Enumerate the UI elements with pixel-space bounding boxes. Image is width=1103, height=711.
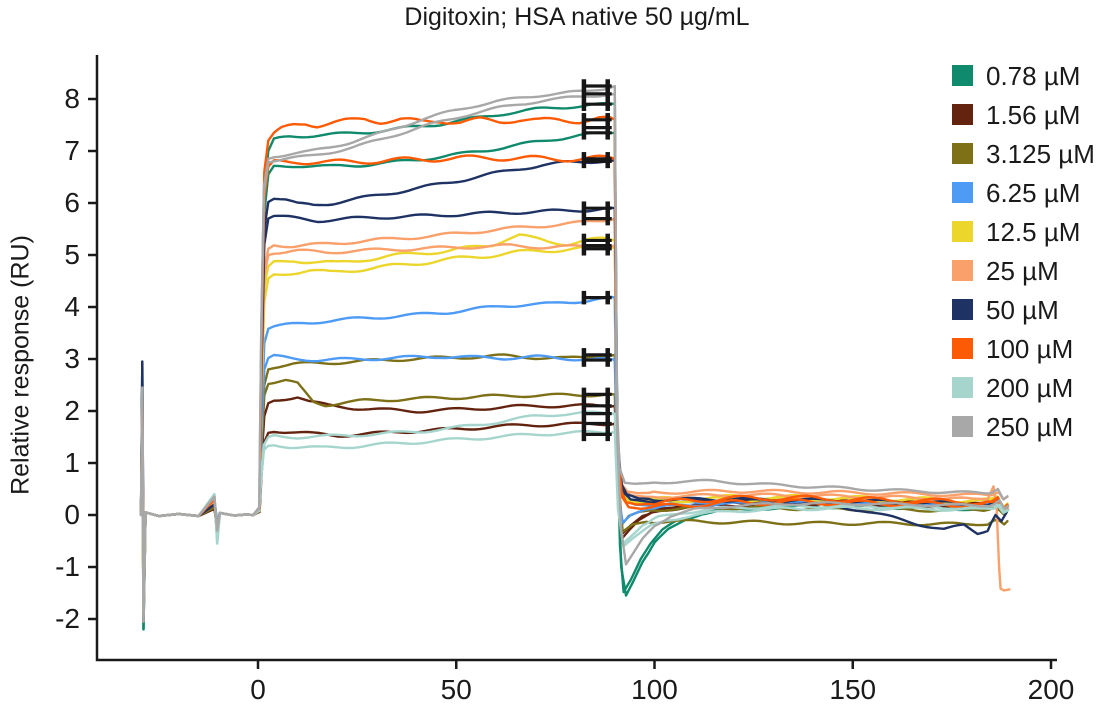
y-axis-tick-label: 3 xyxy=(64,343,80,374)
legend-label: 50 µM xyxy=(986,294,1059,325)
legend-item: 3.125 µM xyxy=(952,134,1095,173)
legend-item: 0.78 µM xyxy=(952,56,1095,95)
y-axis-tick-label: 4 xyxy=(64,291,80,322)
legend-item: 25 µM xyxy=(952,251,1095,290)
sensorgram-curve xyxy=(139,159,1008,584)
legend-swatch xyxy=(952,299,973,320)
y-axis-tick-label: 7 xyxy=(64,135,80,166)
legend-label: 200 µM xyxy=(986,372,1074,403)
sensorgram-curve xyxy=(139,102,1009,631)
legend-swatch xyxy=(952,338,973,359)
x-axis-tick-label: 0 xyxy=(250,674,266,705)
legend-swatch xyxy=(952,104,973,125)
axis-spine xyxy=(95,55,1057,662)
y-axis-tick-label: 6 xyxy=(64,187,80,218)
y-axis-tick-label: 0 xyxy=(64,499,80,530)
legend: 0.78 µM 1.56 µM 3.125 µM 6.25 µM 12.5 µM 25 µ… xyxy=(952,56,1095,446)
sensorgram-curve xyxy=(139,421,1009,563)
legend-label: 12.5 µM xyxy=(986,216,1081,247)
x-axis-tick-label: 50 xyxy=(441,674,472,705)
x-axis-tick-label: 150 xyxy=(829,674,876,705)
sensorgram-curve xyxy=(139,131,1009,631)
legend-item: 1.56 µM xyxy=(952,95,1095,134)
legend-swatch xyxy=(952,221,973,242)
sensorgram-curve xyxy=(139,84,1009,623)
y-axis-label: Relative response (RU) xyxy=(6,235,35,495)
legend-label: 1.56 µM xyxy=(986,99,1081,130)
chart-title: Digitoxin; HSA native 50 µg/mL xyxy=(404,3,750,31)
legend-swatch xyxy=(952,260,973,281)
sensorgram-curve xyxy=(139,233,1009,615)
sensorgram-curve xyxy=(139,243,1011,592)
y-axis-tick-label: -1 xyxy=(55,551,80,582)
legend-label: 3.125 µM xyxy=(986,138,1095,169)
x-axis-tick-label: 100 xyxy=(631,674,678,705)
sensorgram-curve xyxy=(139,410,1009,605)
legend-item: 12.5 µM xyxy=(952,212,1095,251)
legend-label: 250 µM xyxy=(986,411,1074,442)
sensorgram-curve xyxy=(139,353,1009,558)
legend-item: 200 µM xyxy=(952,368,1095,407)
sensorgram-curve xyxy=(139,245,1009,615)
legend-swatch xyxy=(952,182,973,203)
sensorgram-curve xyxy=(139,92,1010,623)
sensorgram-curve xyxy=(139,217,1009,579)
legend-label: 0.78 µM xyxy=(986,60,1081,91)
y-axis-tick-label: 5 xyxy=(64,239,80,270)
legend-item: 6.25 µM xyxy=(952,173,1095,212)
y-axis-tick-label: 8 xyxy=(64,83,80,114)
sensorgram-curve xyxy=(139,420,1010,605)
legend-swatch xyxy=(952,65,973,86)
y-axis-tick-label: -2 xyxy=(55,603,80,634)
legend-swatch xyxy=(952,377,973,398)
sensorgram-curve xyxy=(139,295,1009,558)
y-axis-tick-label: 2 xyxy=(64,395,80,426)
legend-label: 6.25 µM xyxy=(986,177,1081,208)
y-axis-tick-label: 1 xyxy=(64,447,80,478)
legend-label: 25 µM xyxy=(986,255,1059,286)
legend-swatch xyxy=(952,143,973,164)
legend-item: 50 µM xyxy=(952,290,1095,329)
x-axis-tick-label: 200 xyxy=(1028,674,1075,705)
legend-item: 250 µM xyxy=(952,407,1095,446)
legend-swatch xyxy=(952,416,973,437)
legend-item: 100 µM xyxy=(952,329,1095,368)
legend-label: 100 µM xyxy=(986,333,1074,364)
